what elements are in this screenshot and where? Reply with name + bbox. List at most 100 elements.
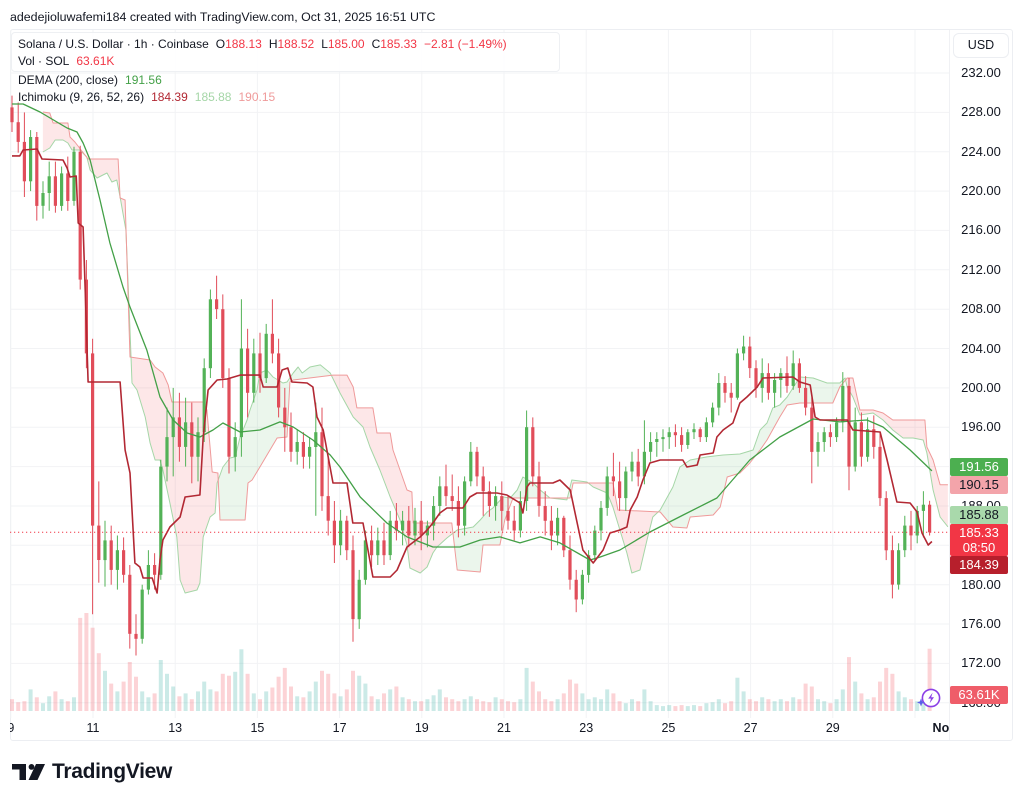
volume-indicator-title[interactable]: Vol · SOL (18, 54, 70, 68)
candle (66, 156, 70, 211)
volume-bar (623, 703, 628, 711)
volume-bar (382, 693, 386, 711)
volume-bar (84, 613, 89, 711)
candle (283, 387, 287, 452)
candle (47, 161, 51, 211)
tradingview-logo[interactable]: TradingView (12, 760, 172, 784)
candle (376, 527, 380, 565)
volume-bar (41, 703, 45, 711)
volume-bar (506, 701, 510, 711)
volume-bar (481, 701, 486, 711)
volume-bar (555, 699, 560, 711)
candle (500, 481, 504, 531)
ichimoku-conversion-line[interactable] (12, 148, 933, 594)
volume-bar (289, 686, 293, 711)
dema-indicator-title[interactable]: DEMA (200, close) (18, 73, 119, 87)
dema-line[interactable] (12, 103, 933, 561)
ichimoku-span-a-line[interactable] (42, 139, 949, 594)
symbol-title[interactable]: Solana / U.S. Dollar · 1h · Coinbase (18, 37, 209, 51)
candle (177, 392, 181, 462)
candle (215, 275, 219, 319)
candle (661, 429, 665, 452)
time-tick-label: 17 (332, 721, 347, 735)
candle (208, 289, 212, 378)
volume-bar (183, 693, 188, 711)
volume-bar (605, 689, 610, 711)
volume-bar (834, 699, 839, 711)
currency-unit-button[interactable]: USD (953, 33, 1009, 58)
volume-bar (220, 673, 225, 711)
candle (599, 501, 603, 541)
volume-bar (518, 699, 523, 711)
candle (686, 429, 690, 449)
price-tick-label: 200.00 (961, 379, 1001, 395)
candle (897, 543, 901, 590)
volume-bar (747, 699, 752, 711)
candle (828, 424, 832, 447)
candle (574, 569, 578, 613)
bearish-cloud (331, 375, 454, 573)
time-tick-label: 21 (497, 721, 511, 735)
candle (295, 429, 299, 465)
ichimoku-span-b-line[interactable] (42, 111, 948, 573)
candle (308, 437, 312, 469)
candle (543, 491, 547, 536)
lightning-assistant-button[interactable] (917, 687, 941, 709)
volume-bar (258, 699, 262, 711)
volume-bar (785, 701, 789, 711)
volume-bar (127, 662, 132, 711)
volume-bar (419, 701, 424, 711)
candle (78, 145, 82, 290)
volume-bar (803, 683, 808, 711)
price-change: −2.81 (−1.49%) (423, 37, 507, 51)
volume-bar (549, 701, 554, 711)
candle (810, 397, 814, 484)
close-label: C (371, 37, 381, 51)
legend-volume-row: Vol · SOL 63.61K (18, 53, 114, 69)
volume-bar (723, 703, 727, 711)
volume-bar (400, 697, 405, 711)
candle (320, 407, 324, 511)
candle (704, 417, 708, 442)
candle (35, 132, 39, 221)
time-tick-label: 13 (168, 721, 183, 735)
volume-bar (499, 699, 504, 711)
volume-bar (233, 671, 238, 711)
candle (326, 456, 330, 536)
volume-bar (797, 699, 802, 711)
volume-bar (456, 701, 461, 711)
ichimoku-indicator-title[interactable]: Ichimoku (9, 26, 52, 26) (18, 90, 145, 104)
volume-bar (611, 693, 616, 711)
volume-bar (326, 673, 331, 711)
volume-bar (778, 699, 783, 711)
volume-bar (251, 693, 256, 711)
volume-bar (227, 675, 231, 711)
candle (518, 491, 522, 538)
candle (29, 130, 33, 192)
volume-bar (543, 699, 548, 711)
price-axis[interactable]: 232.00 228.00 224.00 220.00 216.00 212.00 208.… (950, 0, 1012, 741)
candle (735, 348, 739, 400)
volume-bar (574, 683, 579, 711)
candle (128, 565, 132, 649)
candle (649, 432, 653, 462)
volume-bar (109, 683, 114, 711)
volume-bar (53, 691, 58, 711)
time-axis[interactable]: 9 11 13 15 17 19 21 23 25 27 29 No (10, 718, 949, 740)
volume-bar (363, 683, 368, 711)
candle (587, 550, 591, 583)
volume-bar (927, 648, 932, 711)
volume-bar (878, 681, 882, 711)
candle (556, 507, 560, 546)
candle (233, 422, 237, 472)
volume-bar (636, 701, 641, 711)
candle (921, 491, 925, 538)
volume-bar (735, 677, 740, 711)
candle (804, 376, 808, 416)
time-tick-label: 23 (579, 721, 594, 735)
span-a-price-label: 185.88 (950, 506, 1008, 524)
volume-bar (890, 673, 895, 711)
volume-bar (450, 699, 455, 711)
ichimoku-span-b-value: 190.15 (238, 90, 276, 104)
